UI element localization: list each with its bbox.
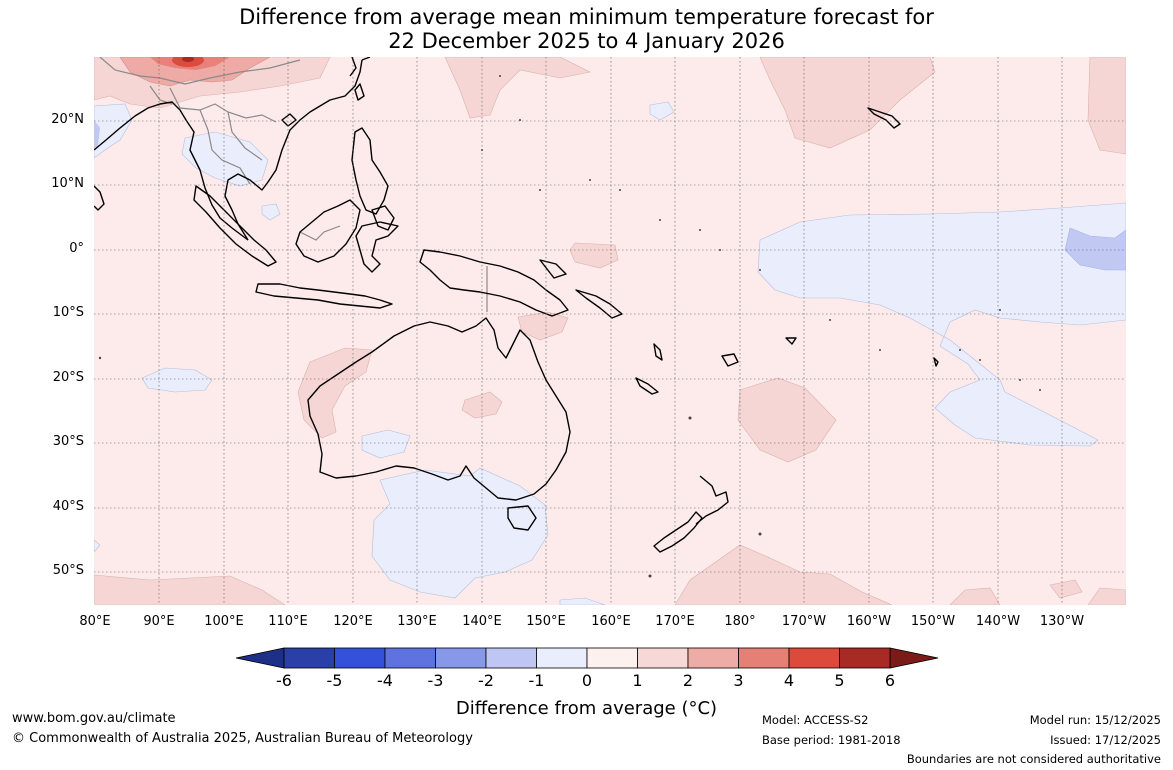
colorbar-tick-label: -3 <box>427 671 444 690</box>
lat-label-30s: 30°S <box>52 434 84 449</box>
colorbar-segment <box>334 647 386 669</box>
lon-label-150e: 150°E <box>526 614 566 629</box>
small-islands <box>98 75 1041 578</box>
map-background <box>94 57 1126 605</box>
colorbar-extend-low <box>235 647 285 669</box>
australia-coastline <box>307 317 571 501</box>
colorbar-segment <box>586 647 638 669</box>
cool-anomaly-regions <box>94 101 1126 605</box>
lon-label-140w: 140°W <box>975 614 1021 629</box>
colorbar-label: Difference from average (°C) <box>455 698 718 719</box>
lon-label-170e: 170°E <box>655 614 695 629</box>
website-link[interactable]: www.bom.gov.au/climate <box>12 711 176 726</box>
copyright-notice: © Commonwealth of Australia 2025, Austra… <box>12 731 473 746</box>
lon-label-150w: 150°W <box>910 614 956 629</box>
colorbar-segment <box>384 647 436 669</box>
colorbar-tick-label: -4 <box>377 671 393 690</box>
model-run-date: Model run: 15/12/2025 <box>1029 713 1161 727</box>
boundaries-disclaimer: Boundaries are not considered authoritat… <box>906 752 1161 766</box>
lon-label-130w: 130°W <box>1039 614 1085 629</box>
lon-label-130e: 130°E <box>397 614 437 629</box>
colorbar-segment <box>738 647 790 669</box>
model-name: Model: ACCESS-S2 <box>762 713 869 727</box>
lon-label-140e: 140°E <box>462 614 502 629</box>
colorbar-extend-high <box>889 647 939 669</box>
map-title-line-2: 22 December 2025 to 4 January 2026 <box>388 29 785 53</box>
colorbar-segment <box>283 647 335 669</box>
colorbar-segment <box>536 647 588 669</box>
lon-label-160w: 160°W <box>846 614 892 629</box>
lon-label-180: 180° <box>724 614 756 629</box>
lat-label-20n: 20°N <box>51 112 84 127</box>
lat-label-10s: 10°S <box>52 305 84 320</box>
cool-anomaly-moderate <box>1064 227 1126 271</box>
lat-label-0: 0° <box>69 241 84 256</box>
colorbar-tick-label: -2 <box>478 671 494 690</box>
colorbar-segment <box>435 647 487 669</box>
colorbar-tick-label: 4 <box>783 671 795 690</box>
colorbar-tick-label: 1 <box>632 671 643 690</box>
colorbar-tick-label: -1 <box>528 671 545 690</box>
new-zealand-coastline <box>695 475 729 525</box>
coastlines <box>94 57 939 553</box>
colorbar-tick-label: 0 <box>581 671 593 690</box>
colorbar-tick-label: 6 <box>884 671 896 690</box>
lat-label-40s: 40°S <box>52 499 84 514</box>
colorbar-tick-label: 2 <box>682 671 694 690</box>
map-title-line-1: Difference from average mean minimum tem… <box>239 5 934 29</box>
lon-label-90e: 90°E <box>143 614 175 629</box>
colorbar-segment <box>485 647 537 669</box>
issued-date: Issued: 17/12/2025 <box>1050 733 1161 747</box>
lon-label-110e: 110°E <box>268 614 308 629</box>
colorbar <box>235 647 939 669</box>
warm-anomaly-regions <box>94 57 1126 605</box>
colorbar-tick-label: -5 <box>326 671 343 690</box>
base-period: Base period: 1981-2018 <box>762 733 901 747</box>
colorbar-segment <box>788 647 840 669</box>
lon-label-160e: 160°E <box>591 614 631 629</box>
colorbar-segment <box>637 647 689 669</box>
colorbar-tick-label: -6 <box>276 671 292 690</box>
colorbar-segment <box>687 647 739 669</box>
colorbar-tick-label: 5 <box>834 671 845 690</box>
lon-label-120e: 120°E <box>333 614 373 629</box>
colorbar-segment <box>839 647 891 669</box>
colorbar-tick-label: 3 <box>733 671 744 690</box>
lon-label-80e: 80°E <box>79 614 111 629</box>
country-borders <box>99 57 488 312</box>
lat-label-20s: 20°S <box>52 370 84 385</box>
graticule <box>94 57 1126 605</box>
lat-label-50s: 50°S <box>52 563 84 578</box>
lon-label-170w: 170°W <box>781 614 827 629</box>
warm-anomaly-strong <box>119 57 271 87</box>
lon-label-100e: 100°E <box>204 614 244 629</box>
lat-label-10n: 10°N <box>51 176 84 191</box>
